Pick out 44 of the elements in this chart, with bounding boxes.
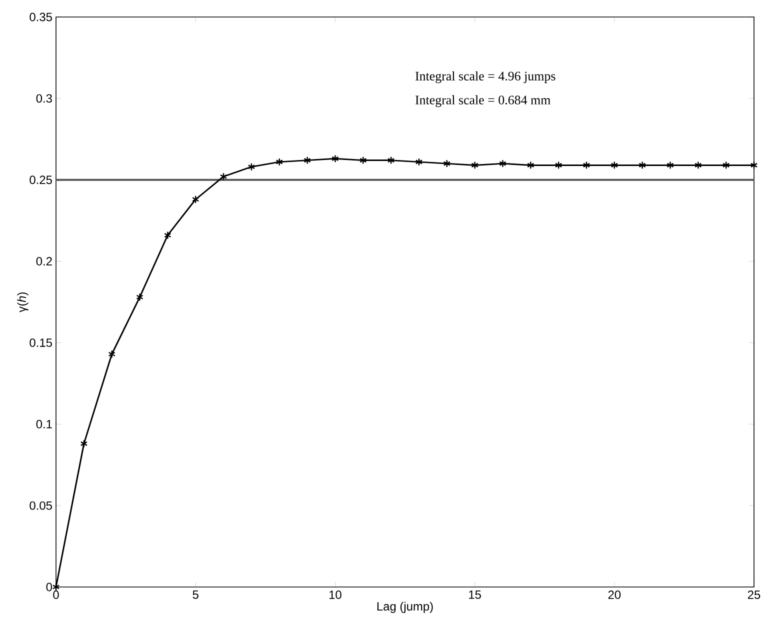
point xyxy=(136,293,144,302)
y-tick-label: 0.1 xyxy=(36,420,52,428)
x-tick-label: 25 xyxy=(748,590,760,599)
y-tick-label: 0.3 xyxy=(36,94,52,103)
point xyxy=(52,582,60,592)
point xyxy=(276,158,283,166)
point xyxy=(471,161,478,170)
point xyxy=(192,195,200,204)
y-axis-title: γ(h) xyxy=(17,292,28,312)
point xyxy=(499,159,506,168)
x-tick-label: 5 xyxy=(192,590,198,599)
point xyxy=(527,161,534,170)
annotation: Integral scale = 4.96 jumps xyxy=(415,71,556,84)
point xyxy=(248,162,256,171)
point xyxy=(694,161,702,170)
annotation: Integral scale = 0.684 mm xyxy=(415,95,550,108)
y-tick-label: 0.05 xyxy=(30,501,52,510)
point xyxy=(304,156,311,164)
point xyxy=(332,154,339,163)
point xyxy=(443,159,450,168)
point xyxy=(722,161,730,170)
y-tick-label: 0.35 xyxy=(30,12,52,22)
point xyxy=(415,158,423,166)
point xyxy=(387,156,395,164)
x-tick-label: 15 xyxy=(469,590,481,599)
point xyxy=(666,161,674,170)
point xyxy=(108,350,116,358)
point xyxy=(638,161,646,170)
point xyxy=(80,440,88,448)
point xyxy=(582,161,590,170)
y-tick-label: 0 xyxy=(46,582,52,592)
point xyxy=(164,231,172,240)
x-axis-title: Lag (jump) xyxy=(377,602,433,613)
x-tick-label: 20 xyxy=(608,590,621,599)
point xyxy=(220,172,228,181)
y-tick-label: 0.2 xyxy=(36,257,52,266)
point xyxy=(360,156,367,164)
y-tick-label: 0.15 xyxy=(30,338,52,347)
point xyxy=(610,161,618,170)
point xyxy=(750,161,758,170)
x-tick-label: 0 xyxy=(53,590,59,599)
x-tick-label: 10 xyxy=(329,590,342,599)
y-tick-label: 0.25 xyxy=(30,176,52,184)
point xyxy=(554,161,562,170)
